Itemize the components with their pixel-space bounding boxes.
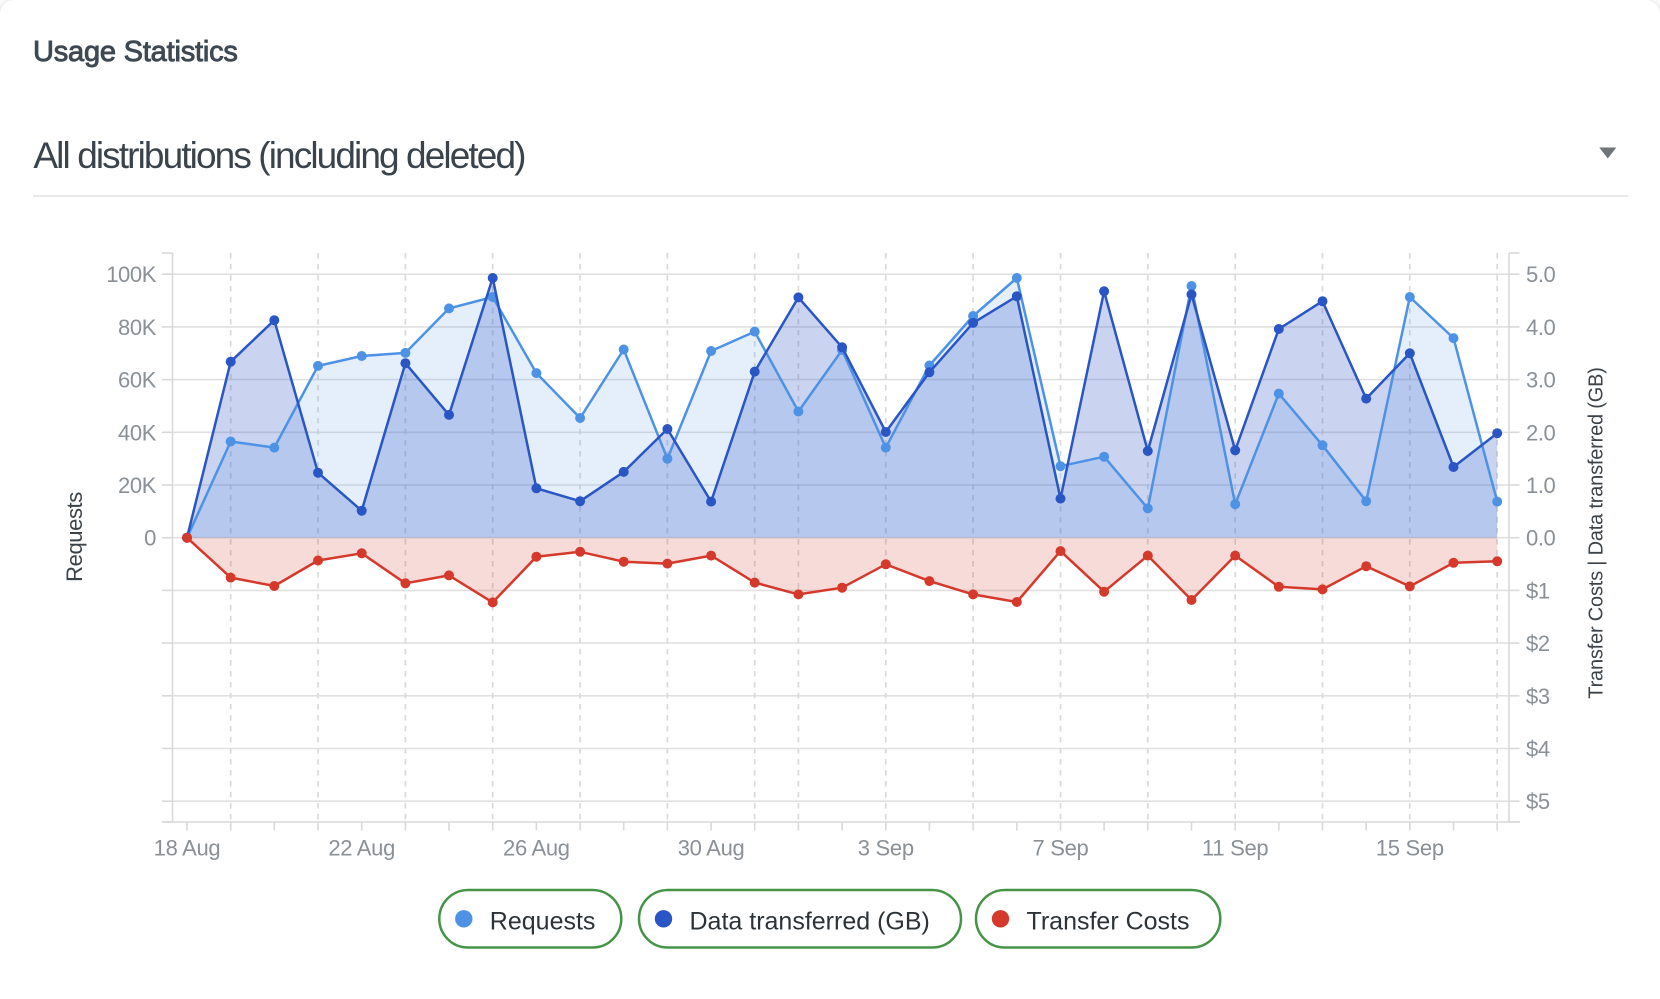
svg-text:$3: $3	[1526, 684, 1550, 709]
svg-text:Requests: Requests	[490, 907, 596, 935]
svg-text:22 Aug: 22 Aug	[328, 836, 395, 861]
svg-text:Data transferred (GB): Data transferred (GB)	[690, 907, 930, 935]
svg-text:0.0: 0.0	[1526, 526, 1556, 551]
svg-text:$1: $1	[1526, 578, 1550, 603]
svg-text:All distributions (including d: All distributions (including deleted)	[33, 135, 525, 176]
svg-text:Transfer Costs | Data transfer: Transfer Costs | Data transferred (GB)	[1586, 367, 1608, 698]
svg-text:7 Sep: 7 Sep	[1033, 836, 1089, 861]
svg-text:26 Aug: 26 Aug	[503, 836, 570, 861]
svg-text:11 Sep: 11 Sep	[1202, 836, 1268, 861]
svg-text:Requests: Requests	[62, 492, 87, 582]
svg-text:30 Aug: 30 Aug	[678, 836, 745, 861]
svg-text:3.0: 3.0	[1526, 368, 1556, 393]
svg-text:$2: $2	[1526, 631, 1550, 656]
svg-text:Transfer Costs: Transfer Costs	[1027, 907, 1190, 935]
svg-text:40K: 40K	[118, 420, 157, 445]
svg-text:0: 0	[144, 526, 156, 551]
svg-text:$4: $4	[1526, 737, 1550, 762]
svg-text:100K: 100K	[106, 262, 157, 287]
svg-text:Usage Statistics: Usage Statistics	[33, 36, 238, 68]
svg-text:5.0: 5.0	[1526, 262, 1556, 287]
svg-text:1.0: 1.0	[1526, 473, 1556, 498]
svg-text:20K: 20K	[118, 473, 157, 498]
svg-text:3 Sep: 3 Sep	[858, 836, 914, 861]
svg-text:15 Sep: 15 Sep	[1376, 836, 1444, 861]
svg-text:4.0: 4.0	[1526, 315, 1556, 340]
svg-text:60K: 60K	[118, 368, 157, 393]
svg-text:2.0: 2.0	[1526, 420, 1556, 445]
svg-text:80K: 80K	[118, 315, 157, 340]
svg-text:18 Aug: 18 Aug	[154, 836, 221, 861]
svg-text:$5: $5	[1526, 789, 1550, 814]
